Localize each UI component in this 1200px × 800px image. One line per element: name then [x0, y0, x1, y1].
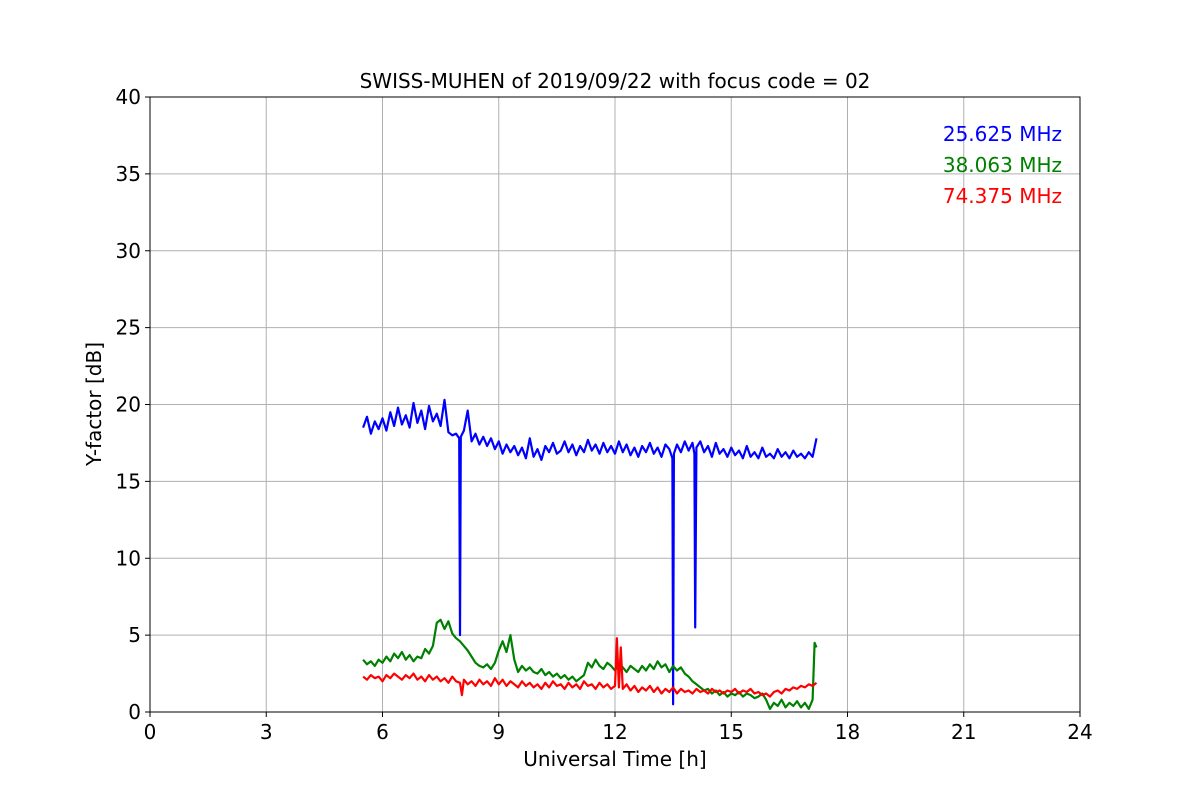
- x-axis-label: Universal Time [h]: [523, 747, 706, 771]
- x-axis-ticks: 0 3 6 9 12 15 18 21 24: [144, 712, 1093, 744]
- series-line-1: [362, 398, 818, 706]
- series-line-2: [362, 618, 818, 711]
- legend-entry-2: 38.063 MHz: [943, 153, 1062, 177]
- series-line-3: [362, 637, 818, 698]
- x-tick-label: 12: [602, 720, 627, 744]
- x-tick-label: 6: [376, 720, 389, 744]
- legend-entry-3: 74.375 MHz: [943, 184, 1062, 208]
- x-tick-label: 3: [260, 720, 273, 744]
- y-tick-label: 20: [116, 393, 141, 417]
- plot-series: [362, 398, 818, 711]
- legend-entry-1: 25.625 MHz: [943, 122, 1062, 146]
- legend: 25.625 MHz 38.063 MHz 74.375 MHz: [943, 122, 1062, 208]
- x-tick-label: 15: [719, 720, 744, 744]
- y-tick-label: 10: [116, 546, 141, 570]
- y-tick-label: 30: [116, 239, 141, 263]
- x-tick-label: 18: [835, 720, 860, 744]
- x-tick-label: 9: [492, 720, 505, 744]
- chart-title: SWISS-MUHEN of 2019/09/22 with focus cod…: [360, 69, 871, 93]
- y-axis-label: Y-factor [dB]: [82, 342, 106, 467]
- y-tick-label: 25: [116, 316, 141, 340]
- x-tick-label: 0: [144, 720, 157, 744]
- y-axis-ticks: 0 5 10 15 20 25 30 35 40: [116, 85, 150, 724]
- y-tick-label: 0: [128, 700, 141, 724]
- y-tick-label: 35: [116, 162, 141, 186]
- y-tick-label: 40: [116, 85, 141, 109]
- y-tick-label: 15: [116, 469, 141, 493]
- x-tick-label: 21: [951, 720, 976, 744]
- x-tick-label: 24: [1067, 720, 1092, 744]
- y-tick-label: 5: [128, 623, 141, 647]
